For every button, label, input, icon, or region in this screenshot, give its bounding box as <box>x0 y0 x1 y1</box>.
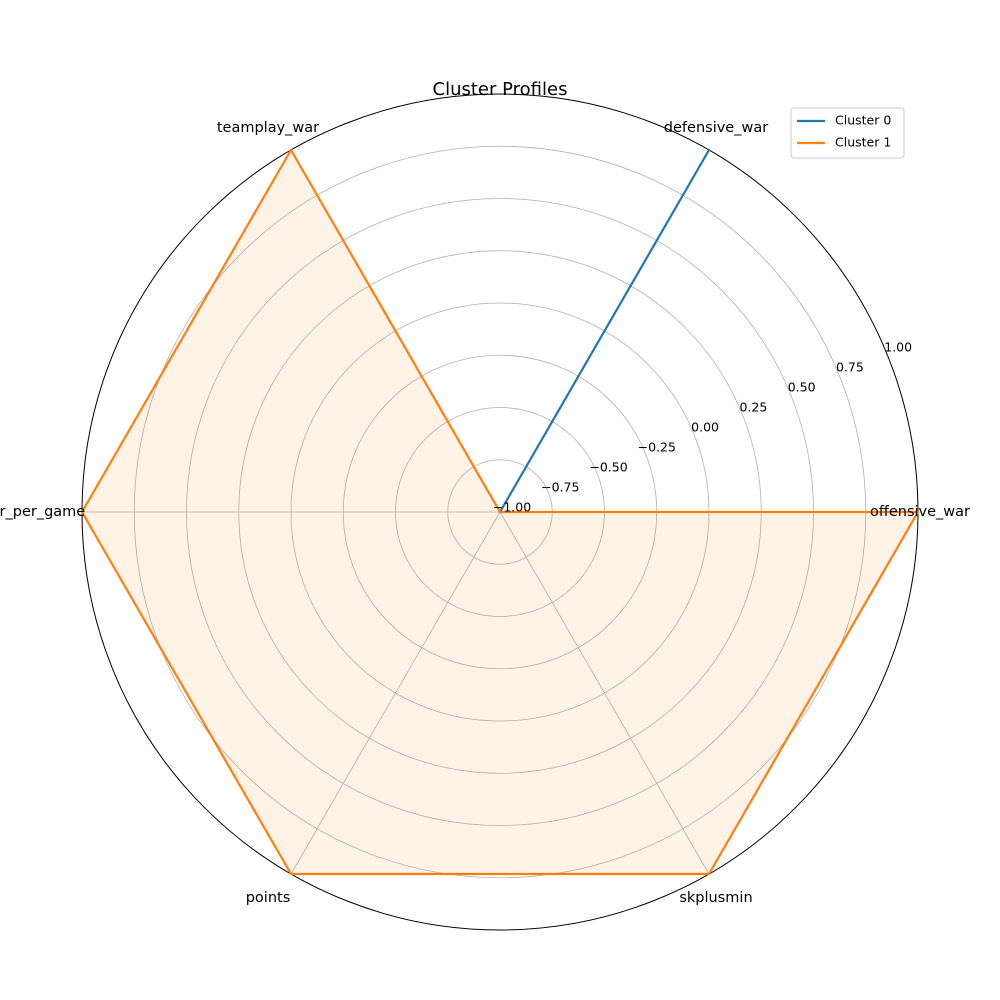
axis-label-skplusmin: skplusmin <box>679 890 752 906</box>
axis-label-defensive-war: defensive_war <box>664 120 768 136</box>
series-layer <box>80 148 920 876</box>
r-tick-label: 0.50 <box>788 380 816 395</box>
legend: Cluster 0 Cluster 1 <box>790 107 905 159</box>
axis-label-teamplay-war: teamplay_war <box>217 120 319 136</box>
legend-label-cluster-1: Cluster 1 <box>835 135 891 150</box>
axis-label-points: points <box>246 890 291 906</box>
r-tick-label: 0.75 <box>836 360 864 375</box>
r-tick-label: −0.25 <box>638 440 676 455</box>
r-tick-label: 0.25 <box>739 400 767 415</box>
angular-gridline <box>499 511 710 875</box>
series-line-cluster-0 <box>498 148 711 514</box>
r-tick-label: −1.00 <box>493 500 531 515</box>
label-layer: −1.00 −0.75 −0.50 −0.25 0.00 0.25 0.50 0.75 1.00… <box>0 120 970 906</box>
axis-label-war-per-game: war_per_game <box>0 504 85 520</box>
series-line-cluster-1 <box>80 148 920 876</box>
r-tick-label: 1.00 <box>884 340 912 355</box>
r-tick-label: −0.50 <box>589 460 627 475</box>
r-tick-label: 0.00 <box>691 420 719 435</box>
r-tick-label: −0.75 <box>541 480 579 495</box>
angular-gridline <box>290 511 501 875</box>
chart-title: Cluster Profiles <box>433 79 568 100</box>
axis-label-offensive-war: offensive_war <box>870 504 970 520</box>
legend-label-cluster-0: Cluster 0 <box>835 113 891 128</box>
